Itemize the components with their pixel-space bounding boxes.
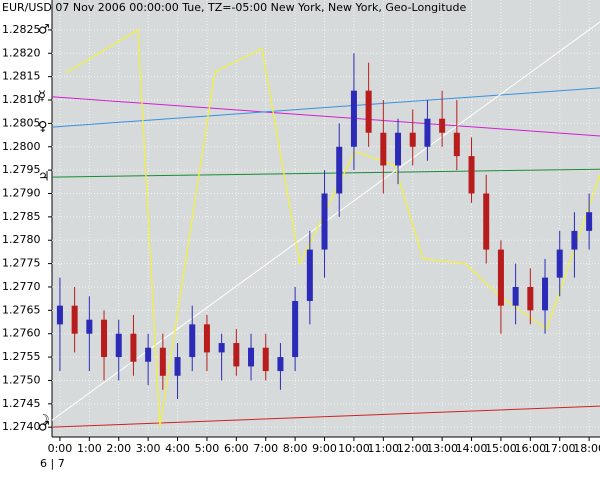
candle-body xyxy=(145,347,152,362)
candle-body xyxy=(483,193,490,250)
candle-body xyxy=(453,132,460,157)
planet-symbol: ☽ xyxy=(38,413,50,428)
candle-body xyxy=(56,305,63,325)
x-tick-label: 1:00 xyxy=(77,442,102,455)
x-tick-label: 18:00 xyxy=(573,442,600,455)
y-tick-label: 1.2780 xyxy=(2,233,41,246)
candle-body xyxy=(159,347,166,376)
candle-body xyxy=(542,277,549,311)
x-tick-label: 2:00 xyxy=(106,442,131,455)
x-tick-label: 9:00 xyxy=(312,442,337,455)
x-tick-label: 8:00 xyxy=(283,442,308,455)
y-tick-label: 1.2805 xyxy=(2,116,41,129)
x-tick-label: 6:00 xyxy=(224,442,249,455)
x-tick-label: 3:00 xyxy=(136,442,161,455)
candle-body xyxy=(556,249,563,278)
x-tick-label: 11:00 xyxy=(367,442,399,455)
candle-body xyxy=(306,249,313,301)
candle-body xyxy=(497,249,504,306)
candle-body xyxy=(439,118,446,133)
y-tick-label: 1.2750 xyxy=(2,373,41,386)
y-tick-label: 1.2820 xyxy=(2,46,41,59)
planet-line xyxy=(51,96,600,137)
candle-body xyxy=(233,343,240,367)
candle-body xyxy=(512,286,519,306)
x-tick-label: 0:00 xyxy=(48,442,73,455)
candle-body xyxy=(277,357,284,372)
candle-body xyxy=(115,333,122,358)
y-tick-label: 1.2760 xyxy=(2,327,41,340)
y-tick-label: 1.2770 xyxy=(2,280,41,293)
candle-body xyxy=(586,212,593,231)
planet-symbol: ♂ xyxy=(38,22,50,37)
candle-body xyxy=(321,193,328,250)
planet-line xyxy=(51,405,600,428)
candle-body xyxy=(350,90,357,147)
planet-symbol: ♂ xyxy=(38,420,50,435)
date-label: 6 | 7 xyxy=(40,457,65,470)
planet-line xyxy=(51,168,600,178)
y-tick-label: 1.2825 xyxy=(2,23,41,36)
chart-title: EUR/USD 07 Nov 2006 00:00:00 Tue, TZ=-05… xyxy=(2,1,466,14)
x-tick-label: 17:00 xyxy=(544,442,576,455)
y-tick-label: 1.2800 xyxy=(2,140,41,153)
candle-body xyxy=(395,132,402,166)
candle-body xyxy=(468,156,475,194)
candle-body xyxy=(527,286,534,311)
planet-symbol: ☿ xyxy=(38,89,46,104)
x-tick-label: 5:00 xyxy=(195,442,220,455)
candle-body xyxy=(571,230,578,250)
y-tick-label: 1.2755 xyxy=(2,350,41,363)
candle-body xyxy=(130,333,137,362)
x-tick-label: 12:00 xyxy=(397,442,429,455)
candle-body xyxy=(365,90,372,133)
planet-symbol: ♃ xyxy=(38,170,50,185)
candle-body xyxy=(262,347,269,372)
candle-body xyxy=(203,324,210,353)
y-tick-label: 1.2795 xyxy=(2,163,41,176)
candle-body xyxy=(189,324,196,358)
y-tick-label: 1.2775 xyxy=(2,257,41,270)
x-tick-label: 15:00 xyxy=(485,442,517,455)
candle-body xyxy=(248,347,255,367)
candle-body xyxy=(86,319,93,334)
x-tick-label: 10:00 xyxy=(338,442,370,455)
candle-body xyxy=(424,118,431,147)
candle-body xyxy=(336,146,343,194)
x-tick-label: 14:00 xyxy=(456,442,488,455)
y-tick-label: 1.2745 xyxy=(2,397,41,410)
x-tick-label: 7:00 xyxy=(253,442,278,455)
x-tick-label: 16:00 xyxy=(514,442,546,455)
candle-body xyxy=(218,343,225,353)
candle-body xyxy=(174,357,181,376)
candle-body xyxy=(380,132,387,166)
y-tick-label: 1.2765 xyxy=(2,303,41,316)
y-tick-label: 1.2790 xyxy=(2,186,41,199)
y-tick-label: 1.2740 xyxy=(2,420,41,433)
planet-symbol: ♀ xyxy=(38,120,48,135)
candle-body xyxy=(71,305,78,334)
x-tick-label: 4:00 xyxy=(165,442,190,455)
y-tick-label: 1.2815 xyxy=(2,70,41,83)
y-tick-label: 1.2785 xyxy=(2,210,41,223)
candle-body xyxy=(292,300,299,358)
candle-body xyxy=(101,319,108,358)
y-tick-label: 1.2810 xyxy=(2,93,41,106)
x-tick-label: 13:00 xyxy=(426,442,458,455)
candle-body xyxy=(409,132,416,147)
